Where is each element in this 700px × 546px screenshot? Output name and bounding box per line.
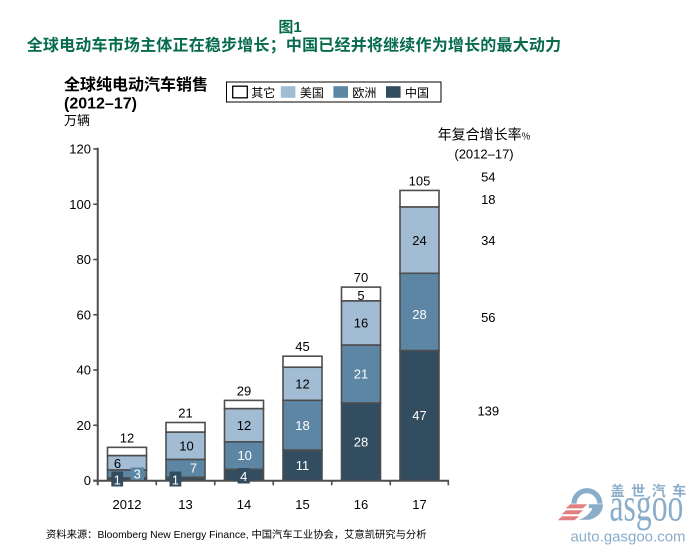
svg-text:15: 15 — [295, 497, 309, 512]
svg-text:7: 7 — [190, 461, 197, 476]
svg-text:54: 54 — [481, 169, 495, 184]
svg-text:28: 28 — [412, 307, 426, 322]
svg-text:47: 47 — [412, 408, 426, 423]
svg-text:盖世汽车: 盖世汽车 — [611, 481, 693, 501]
svg-text:80: 80 — [77, 252, 91, 267]
svg-text:21: 21 — [354, 367, 368, 382]
svg-text:20: 20 — [77, 418, 91, 433]
svg-text:21: 21 — [178, 405, 192, 420]
svg-text:14: 14 — [237, 497, 251, 512]
svg-text:139: 139 — [477, 403, 499, 418]
svg-text:6: 6 — [114, 456, 121, 471]
svg-text:13: 13 — [178, 497, 192, 512]
svg-text:40: 40 — [77, 363, 91, 378]
svg-text:28: 28 — [354, 434, 368, 449]
svg-text:10: 10 — [179, 438, 193, 453]
svg-text:70: 70 — [354, 270, 368, 285]
svg-text:16: 16 — [354, 497, 368, 512]
svg-text:资料来源：Bloomberg New Energy Fina: 资料来源：Bloomberg New Energy Finance, 中国汽车工… — [46, 526, 427, 541]
svg-text:34: 34 — [481, 233, 495, 248]
svg-text:全球纯电动汽车销售: 全球纯电动汽车销售 — [64, 71, 208, 95]
svg-text:5: 5 — [357, 288, 364, 303]
svg-text:100: 100 — [69, 197, 91, 212]
svg-text:年复合增长率%: 年复合增长率% — [438, 125, 531, 145]
svg-text:18: 18 — [295, 418, 309, 433]
svg-text:欧洲: 欧洲 — [352, 84, 376, 101]
svg-text:(2012–17): (2012–17) — [64, 95, 137, 112]
svg-text:60: 60 — [77, 307, 91, 322]
svg-text:其它: 其它 — [251, 84, 275, 101]
svg-text:0: 0 — [84, 473, 91, 488]
svg-text:11: 11 — [296, 458, 310, 473]
svg-text:4: 4 — [240, 469, 247, 484]
svg-text:(2012–17): (2012–17) — [454, 147, 513, 162]
svg-text:图1: 图1 — [278, 16, 301, 37]
svg-text:asgoo: asgoo — [610, 478, 684, 531]
svg-text:中国: 中国 — [405, 84, 429, 101]
svg-text:12: 12 — [120, 430, 134, 445]
svg-text:24: 24 — [412, 233, 426, 248]
svg-text:45: 45 — [295, 339, 309, 354]
svg-text:12: 12 — [237, 418, 251, 433]
svg-text:万辆: 万辆 — [64, 110, 90, 129]
svg-text:10: 10 — [237, 448, 251, 463]
svg-text:auto.gasgoo.com: auto.gasgoo.com — [570, 529, 685, 546]
svg-text:全球电动车市场主体正在稳步增长；中国已经并将继续作为增长的最: 全球电动车市场主体正在稳步增长；中国已经并将继续作为增长的最大动力 — [27, 32, 562, 56]
svg-text:18: 18 — [481, 192, 495, 207]
svg-text:29: 29 — [237, 383, 251, 398]
svg-text:16: 16 — [354, 316, 368, 331]
svg-text:1: 1 — [114, 472, 121, 487]
svg-text:56: 56 — [481, 310, 495, 325]
svg-text:美国: 美国 — [300, 84, 324, 101]
svg-text:2012: 2012 — [113, 497, 142, 512]
svg-text:105: 105 — [409, 173, 431, 188]
svg-text:12: 12 — [295, 376, 309, 391]
svg-text:3: 3 — [134, 466, 141, 481]
svg-text:1: 1 — [172, 472, 179, 487]
svg-text:17: 17 — [412, 497, 426, 512]
svg-text:120: 120 — [69, 142, 91, 157]
